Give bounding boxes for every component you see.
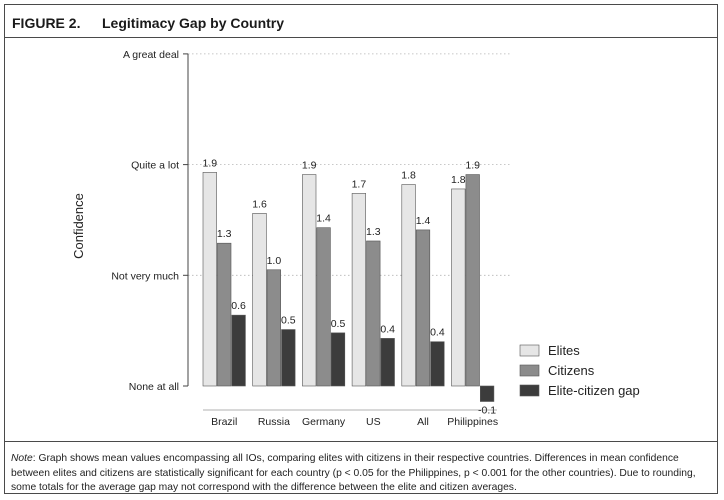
value-label-0-5: 1.8 xyxy=(451,174,466,186)
value-label-2-1: 0.5 xyxy=(281,315,296,327)
figure-frame: FIGURE 2. Legitimacy Gap by Country Note… xyxy=(4,4,718,494)
legend-label-1: Citizens xyxy=(548,363,595,378)
value-label-2-2: 0.5 xyxy=(331,318,346,330)
bar-elite-citizen-gap-russia xyxy=(281,329,296,387)
value-label-2-4: 0.4 xyxy=(430,327,445,339)
value-label-2-0: 0.6 xyxy=(231,300,246,312)
bar-citizens-all xyxy=(415,229,431,387)
bar-elite-citizen-gap-germany xyxy=(330,332,346,387)
y-tick-label-3: A great deal xyxy=(123,49,179,61)
value-label-1-0: 1.3 xyxy=(217,228,232,240)
value-label-0-3: 1.7 xyxy=(352,178,367,190)
value-label-1-2: 1.4 xyxy=(316,213,331,225)
figure-number: FIGURE 2. xyxy=(12,15,81,31)
value-label-1-3: 1.3 xyxy=(366,226,381,238)
value-label-1-4: 1.4 xyxy=(416,215,431,227)
figure-header: FIGURE 2. Legitimacy Gap by Country xyxy=(5,5,717,38)
bar-citizens-philippines xyxy=(465,174,480,387)
figure-note: Note: Graph shows mean values encompassi… xyxy=(5,441,717,493)
bar-elite-citizen-gap-philippines xyxy=(479,385,495,402)
x-tick-label-philippines: Philippines xyxy=(447,416,498,428)
x-tick-label-all: All xyxy=(417,416,429,428)
note-text-block: Note: Graph shows mean values encompassi… xyxy=(11,452,711,496)
bar-elites-russia xyxy=(252,213,267,387)
bar-citizens-us xyxy=(366,240,381,387)
bar-elites-philippines xyxy=(451,188,466,387)
bar-elites-all xyxy=(401,184,416,387)
value-label-0-2: 1.9 xyxy=(302,160,317,172)
bar-citizens-germany xyxy=(316,227,331,387)
bar-elites-brazil xyxy=(202,172,217,387)
legend-swatch-1 xyxy=(519,364,540,377)
x-tick-label-brazil: Brazil xyxy=(211,416,237,428)
y-axis-label: Confidence xyxy=(71,193,86,259)
bar-chart: None at all Not very much Quite a lot A gre… xyxy=(71,49,640,428)
bar-citizens-brazil xyxy=(217,242,232,387)
legend-label-2: Elite-citizen gap xyxy=(548,383,640,398)
y-tick-label-2: Quite a lot xyxy=(131,160,179,172)
bar-elite-citizen-gap-us xyxy=(380,338,395,387)
x-tick-label-us: US xyxy=(366,416,381,428)
x-tick-label-russia: Russia xyxy=(258,416,290,428)
x-tick-label-germany: Germany xyxy=(302,416,346,428)
value-label-0-4: 1.8 xyxy=(401,170,416,182)
bar-elites-us xyxy=(351,193,367,387)
value-label-0-0: 1.9 xyxy=(202,157,217,169)
note-body: : Graph shows mean values encompassing a… xyxy=(11,453,696,493)
value-label-1-1: 1.0 xyxy=(267,255,282,267)
y-tick-label-1: Not very much xyxy=(111,270,179,282)
bar-citizens-russia xyxy=(266,269,282,387)
bar-elite-citizen-gap-brazil xyxy=(231,314,246,387)
note-lead: Note xyxy=(11,453,33,464)
legend-swatch-0 xyxy=(519,344,540,357)
value-label-2-3: 0.4 xyxy=(380,323,395,335)
legend-label-0: Elites xyxy=(548,343,580,358)
bar-elite-citizen-gap-all xyxy=(430,341,445,387)
figure-title: Legitimacy Gap by Country xyxy=(102,15,285,31)
legend-swatch-2 xyxy=(519,384,540,397)
value-label-2-5: -0.1 xyxy=(478,404,496,416)
y-tick-label-0: None at all xyxy=(129,381,179,393)
value-label-1-5: 1.9 xyxy=(465,160,480,172)
value-label-0-1: 1.6 xyxy=(252,198,267,210)
bar-elites-germany xyxy=(302,174,317,387)
